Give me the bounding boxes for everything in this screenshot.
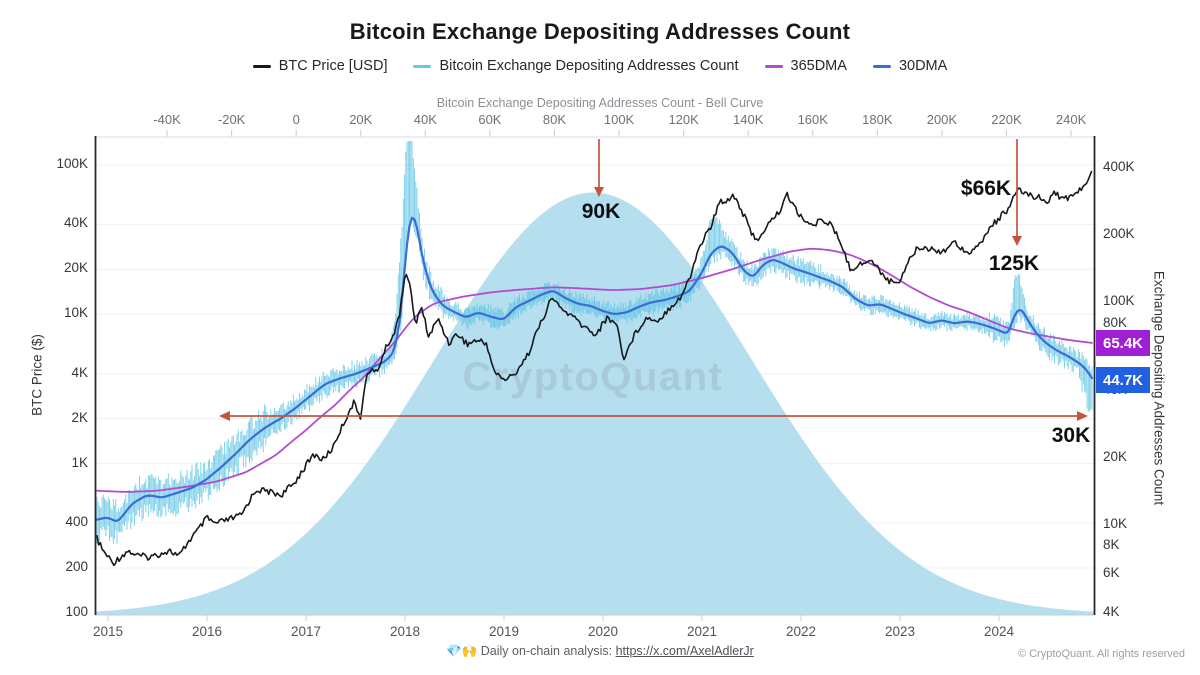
badge-365dma-value: 65.4K — [1096, 330, 1150, 356]
top-axis-title: Bitcoin Exchange Depositing Addresses Co… — [436, 96, 764, 110]
annotation-bell-peak: 90K — [581, 200, 621, 223]
legend-label: 30DMA — [898, 58, 948, 74]
annotation-price-66k: $66K — [960, 177, 1012, 200]
watermark: CryptoQuant — [463, 355, 724, 399]
page-title: Bitcoin Exchange Depositing Addresses Co… — [349, 19, 851, 44]
left-axis-title: BTC Price ($) — [29, 334, 45, 416]
legend-item-365dma[interactable]: 365DMA — [764, 58, 847, 74]
annotation-deposit-spike-125k: 125K — [988, 252, 1040, 275]
legend-swatch — [252, 64, 271, 68]
legend-item-30dma[interactable]: 30DMA — [872, 58, 948, 74]
footer-note-text: 💎🙌 Daily on-chain analysis: — [446, 644, 616, 658]
badge-30dma-value: 44.7K — [1096, 367, 1150, 393]
legend-item-addresses-count[interactable]: Bitcoin Exchange Depositing Addresses Co… — [413, 58, 739, 74]
legend-label: Bitcoin Exchange Depositing Addresses Co… — [439, 58, 739, 74]
footer-copyright: © CryptoQuant. All rights reserved — [1017, 648, 1185, 660]
footer-note: 💎🙌 Daily on-chain analysis: https://x.co… — [0, 644, 1200, 659]
legend: BTC Price [USD] Bitcoin Exchange Deposit… — [0, 58, 1200, 74]
annotation-deposit-low-30k: 30K — [1051, 424, 1091, 447]
legend-swatch — [413, 64, 432, 68]
legend-swatch — [764, 64, 783, 68]
legend-label: BTC Price [USD] — [278, 58, 388, 74]
legend-item-btc-price[interactable]: BTC Price [USD] — [252, 58, 388, 74]
footer-link[interactable]: https://x.com/AxelAdlerJr — [615, 644, 754, 658]
legend-label: 365DMA — [790, 58, 847, 74]
legend-swatch — [872, 64, 891, 68]
right-axis-title: Exchange Depositing Addresses Count — [1151, 270, 1167, 506]
